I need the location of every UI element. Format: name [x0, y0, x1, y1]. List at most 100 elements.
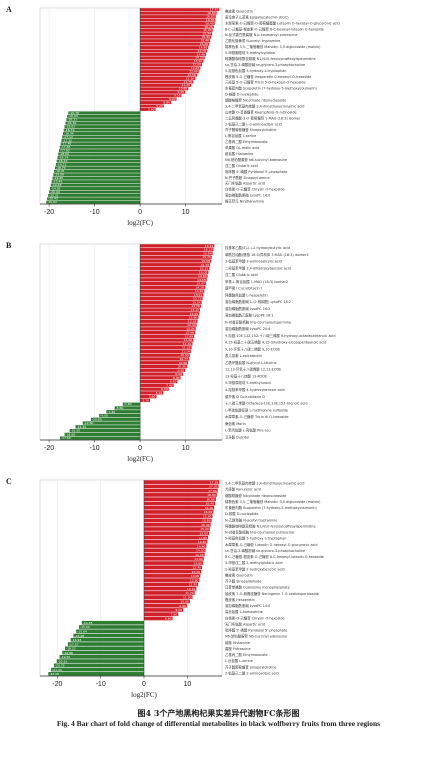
category-label: 烟酸核糖苷 Nicotinate ribonucleoside [225, 493, 286, 498]
category-label: 阿魏酰咖啡酰亚精胺 N1,N10-feruloylcaffeoylspermid… [225, 56, 316, 61]
bar-down [79, 625, 144, 629]
bar-chart-a: A 17.4116.8316.6216.5516.4016.2015.9515.8… [6, 5, 340, 227]
bar-value-label: 11.51 [183, 342, 192, 346]
bar-up [140, 259, 211, 263]
bar-value-label: -7.40 [107, 410, 115, 414]
bar-up [140, 323, 197, 327]
bar-value-label: 15.40 [201, 523, 210, 527]
bar-value-label: 12.90 [189, 69, 198, 73]
bar-up [140, 368, 186, 372]
category-label: 葫芦素 D Cucurbitacin D [225, 394, 265, 399]
x-tick-label: -10 [90, 209, 100, 216]
bar-up [140, 270, 209, 274]
bar-value-label: 13.40 [192, 566, 201, 570]
bar-value-label: 12.10 [187, 587, 196, 591]
bar-up [140, 101, 172, 105]
bar-up [140, 83, 192, 87]
category-label: 3,4-二甲氧基肉桂酸 3,4-dimethoxycinnamic acid [225, 103, 304, 108]
bar-down [51, 180, 141, 184]
bar-value-label: -19.50 [61, 655, 71, 659]
category-label: 东莨菪内酯 Scopoletin (7-hydroxy-5-methoxycou… [225, 86, 318, 91]
category-label: 乙基丙二酸 Ethylmalonate [225, 652, 268, 657]
bar-up [140, 263, 211, 267]
bar-up [140, 77, 196, 80]
category-label: 锦葵色素 3,5-二葡萄糖苷 Malvidin 3,5-diglucoside … [225, 44, 321, 49]
bar-value-label: -16.94 [64, 131, 74, 135]
bar-up [144, 484, 219, 489]
x-tick-label: -20 [44, 209, 54, 216]
caption-english: Fig. 4 Bar chart of fold change of diffe… [56, 719, 381, 728]
x-tick-label: 10 [182, 209, 190, 216]
bar-value-label: -17.46 [62, 142, 72, 146]
bar-down [70, 637, 144, 642]
bar-value-label: -16.79 [65, 128, 75, 132]
bar-value-label: 15.95 [203, 28, 212, 32]
category-label: N6-琥珀酰腺苷 N6-succinyl adenosine [225, 157, 287, 162]
category-label: 溶血磷脂酰胆碱 LysoPC 16:2 [225, 306, 270, 311]
bar-value-label: 9.90 [177, 368, 184, 372]
bar-value-label: 2.20 [142, 398, 149, 402]
bar-value-label: 14.00 [195, 553, 204, 557]
bar-down [65, 121, 141, 125]
bar-value-label: 15.21 [200, 267, 209, 271]
bar-up [144, 518, 212, 523]
bar-up [140, 52, 206, 56]
bar-down [114, 406, 141, 410]
bar-down [66, 118, 141, 122]
bar-value-label: 6.30 [161, 387, 168, 391]
category-label: 芥子醛 Sinapaldehyde [225, 579, 261, 584]
bar-up [140, 274, 208, 278]
bar-value-label: -14.35 [83, 621, 93, 625]
bar-up [140, 104, 164, 108]
bar-value-label: 8.20 [170, 380, 177, 384]
bar-down [52, 176, 141, 180]
category-label: 烟酸核糖苷 Nicotinate ribonucleoside [225, 98, 286, 103]
bar-value-label: 13.60 [193, 561, 202, 565]
bar-up [144, 480, 220, 484]
bar-value-label: 11.70 [184, 80, 193, 84]
category-label: 吡哆醛 5'-磷酸 Pyridoxal 5'-phosphate [225, 169, 287, 174]
bar-value-label: -17.83 [60, 149, 70, 153]
bar-up [140, 387, 169, 391]
bar-value-label: -18.70 [56, 166, 66, 170]
bar-down [62, 650, 145, 655]
category-label: 2-羟基苯甲酸 2-hydroxybenzoic acid [225, 566, 285, 571]
bar-up [140, 278, 207, 282]
bar-up [144, 569, 202, 574]
bar-down [73, 633, 144, 638]
bar-up [140, 327, 196, 331]
panel-a: A 17.41 16.83 16.62 16.55 16.40 16.20 15.95 15.8… [0, 0, 437, 236]
bar-up [140, 18, 216, 22]
bar-value-label: 10.30 [177, 365, 186, 369]
bar-value-label: 12.99 [190, 312, 199, 316]
bar-value-label: -18.14 [59, 155, 69, 159]
category-label: 锦葵色素 3,5-二葡萄糖苷 Malvidin 3,5-diglucoside … [225, 499, 321, 504]
bar-up [140, 361, 189, 365]
bar-up [140, 266, 210, 271]
bar-up [144, 612, 179, 617]
bar-up [140, 398, 151, 403]
bar-up [144, 501, 216, 506]
bar-up [140, 300, 202, 305]
bar-down [82, 421, 141, 425]
bar-up [140, 353, 190, 357]
bar-value-label: -19.82 [51, 186, 61, 190]
category-label: 单酰甘油酯(酰基 18:3)异构体 3 MAG (18:3) isomer3 [225, 252, 309, 257]
category-label: 天门冬氨酸 Aspartic acid [225, 621, 265, 626]
bar-up [144, 616, 173, 621]
category-label: N-反式香豆酰腐胺 N-p-coumaroyl putrescine [225, 32, 297, 37]
bar-value-label: -16.61 [66, 125, 76, 129]
bar-value-label: -19.08 [54, 173, 64, 177]
category-label: 8-C-己糖基-根皮素-O-己糖苷 8-C-hexosyl-luteolin O… [225, 554, 324, 559]
bar-up [144, 552, 205, 557]
bar-value-label: -17.12 [63, 135, 73, 139]
bar-value-label: 9.40 [175, 372, 182, 376]
bar-up [140, 244, 215, 248]
bar-value-label: 15.76 [202, 255, 211, 259]
bar-value-label: 14.80 [199, 536, 208, 540]
bar-up [140, 59, 204, 63]
bar-up [144, 522, 211, 527]
x-tick-label: -10 [96, 681, 106, 688]
bar-value-label: 12.80 [190, 578, 199, 582]
bar-value-label: -17.65 [61, 145, 71, 149]
